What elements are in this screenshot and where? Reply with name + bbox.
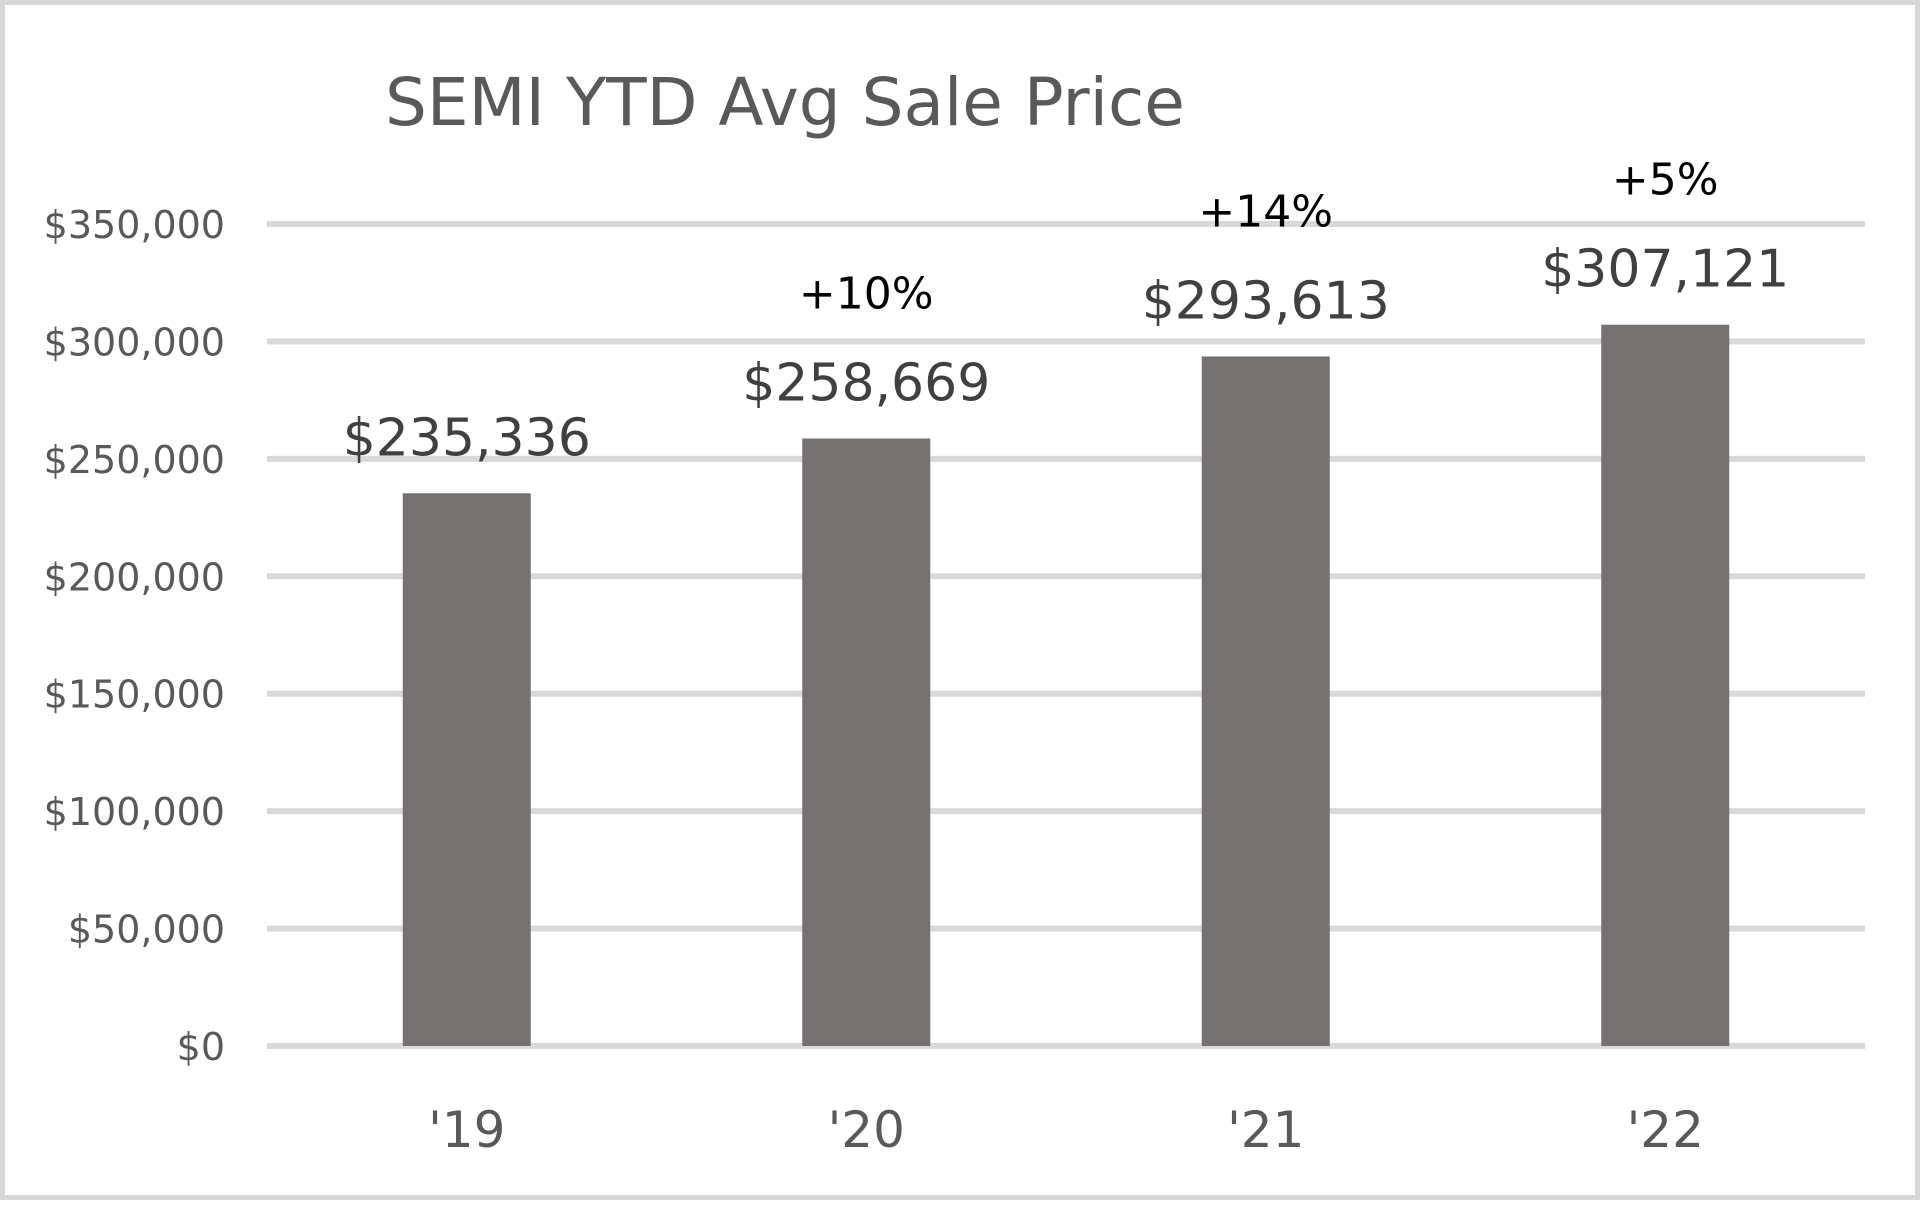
data-label: $258,669 <box>742 353 990 413</box>
y-tick-label: $0 <box>177 1025 225 1069</box>
bar <box>402 493 531 1046</box>
data-label: $235,336 <box>343 408 591 468</box>
bar <box>1201 356 1330 1046</box>
change-label: +10% <box>799 268 934 319</box>
y-tick-label: $300,000 <box>44 320 225 364</box>
y-tick-label: $50,000 <box>68 908 225 952</box>
x-axis-tick-labels: '19 '20 '21 '22 <box>428 1101 1704 1159</box>
x-tick-label: '21 <box>1227 1101 1304 1159</box>
x-tick-label: '22 <box>1627 1101 1704 1159</box>
bars <box>402 324 1730 1046</box>
data-labels: $235,336 $258,669 +10% $293,613 +14% $307,121… <box>343 155 1790 469</box>
change-label: +14% <box>1198 186 1333 237</box>
x-tick-label: '19 <box>428 1101 505 1159</box>
data-label: $307,121 <box>1541 240 1789 300</box>
x-tick-label: '20 <box>828 1101 905 1159</box>
bar-chart: SEMI YTD Avg Sale Price $0 $50,000 $100,00… <box>44 64 1865 1159</box>
chart-title: SEMI YTD Avg Sale Price <box>385 64 1185 141</box>
y-tick-label: $100,000 <box>44 790 225 834</box>
y-axis-tick-labels: $0 $50,000 $100,000 $150,000 $200,000 $250,00… <box>44 203 225 1069</box>
y-tick-label: $150,000 <box>44 673 225 717</box>
y-tick-label: $200,000 <box>44 555 225 599</box>
gridlines <box>267 221 1865 1049</box>
bar <box>802 438 931 1046</box>
change-label: +5% <box>1612 155 1719 206</box>
bar <box>1601 324 1730 1046</box>
y-tick-label: $350,000 <box>44 203 225 247</box>
y-tick-label: $250,000 <box>44 438 225 482</box>
data-label: $293,613 <box>1142 271 1390 331</box>
